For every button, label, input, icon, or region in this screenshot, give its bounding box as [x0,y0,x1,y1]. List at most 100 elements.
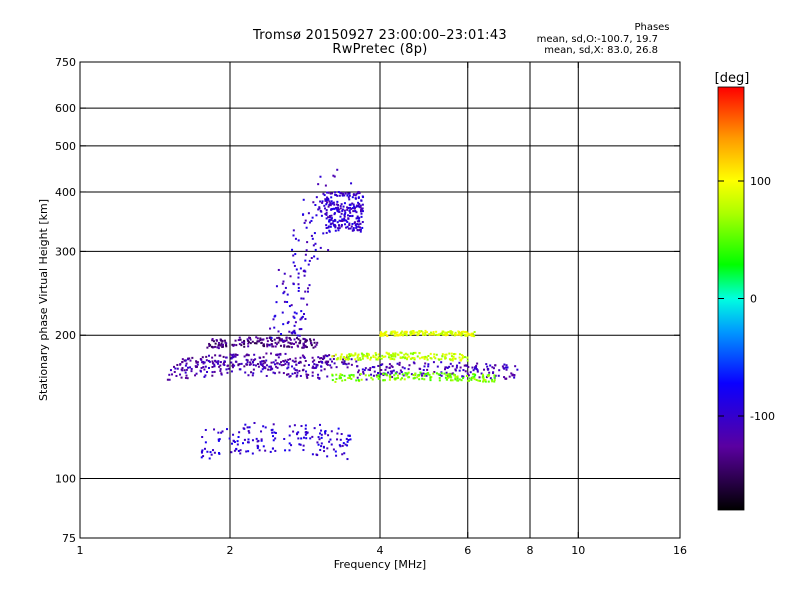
data-point [403,367,406,370]
data-point [288,336,291,339]
data-point [319,246,322,249]
data-point [218,365,221,368]
x-tick-label: 6 [464,544,471,557]
data-point [418,352,421,355]
data-point [449,330,452,333]
data-point [433,353,436,356]
data-point [214,342,217,345]
data-point [268,365,271,368]
data-point [219,364,222,367]
data-point [445,374,448,377]
data-point [343,209,346,212]
data-point [373,370,376,373]
data-point [341,194,344,197]
data-point [334,194,337,197]
data-point [233,364,236,367]
data-point [184,359,187,362]
data-point [280,333,283,336]
data-point [289,275,292,278]
data-point [430,357,433,360]
data-point [429,352,432,355]
data-point [321,201,324,204]
data-point [217,347,220,350]
data-point [325,224,328,227]
data-point [408,364,411,367]
data-point [458,369,461,372]
data-point [421,356,424,359]
data-point [247,339,250,342]
data-point [302,342,305,345]
data-point [476,369,479,372]
data-point [435,330,438,333]
data-point [472,369,475,372]
data-point [428,333,431,336]
data-point [362,354,365,357]
data-point [487,375,490,378]
phase-info-x: mean, sd,X: 83.0, 26.8 [544,45,658,56]
data-point [324,430,327,433]
data-point [293,316,296,319]
data-point [327,360,330,363]
data-point [287,358,290,361]
data-point [319,200,322,203]
data-point [225,342,228,345]
data-point [273,431,276,434]
data-point [494,364,497,367]
data-point [349,354,352,357]
data-point [442,333,445,336]
data-point [301,315,304,318]
data-point [485,376,488,379]
data-point [387,356,390,359]
data-point [234,353,237,356]
data-point [176,363,179,366]
data-point [454,357,457,360]
data-point [345,358,348,361]
data-point [246,441,249,444]
data-point [318,377,321,380]
data-point [324,184,327,187]
data-point [409,352,412,355]
data-point [350,225,353,228]
data-point [380,357,383,360]
data-point [433,371,436,374]
data-point [361,210,364,213]
data-point [287,363,290,366]
data-point [219,368,222,371]
data-point [179,373,182,376]
data-point [325,227,328,230]
data-point [311,356,314,359]
data-point [324,212,327,215]
data-point [299,318,302,321]
data-point [451,372,454,375]
data-point [251,340,254,343]
data-point [363,369,366,372]
data-point [357,191,360,194]
data-point [273,372,276,375]
data-point [311,237,314,240]
y-tick-label: 200 [55,329,76,342]
data-point [347,217,350,220]
data-point [377,356,380,359]
data-point [248,426,251,429]
data-point [324,354,327,357]
data-point [206,450,209,453]
data-point [283,300,286,303]
data-point [305,249,308,252]
data-point [469,334,472,337]
data-point [274,345,277,348]
data-point [357,223,360,226]
data-point [392,352,395,355]
data-point [349,227,352,230]
data-point [350,377,353,380]
data-point [317,356,320,359]
data-point [365,378,368,381]
data-point [279,338,282,341]
data-point [347,192,350,195]
data-point [180,368,183,371]
data-point [252,364,255,367]
data-point [333,207,336,210]
data-point [400,370,403,373]
data-point [491,366,494,369]
data-point [320,429,323,432]
data-point [435,333,438,336]
